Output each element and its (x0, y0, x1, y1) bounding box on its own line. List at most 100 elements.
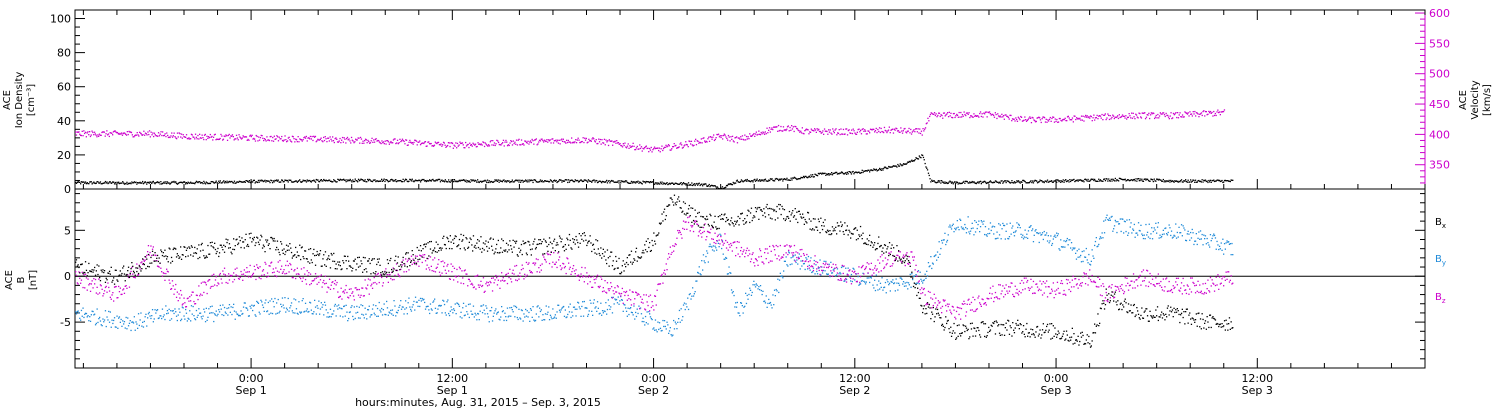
velocity-series-point (728, 136, 730, 138)
ion-density-series-point (674, 182, 676, 184)
bz-series-point (613, 293, 615, 295)
ion-density-series-point (638, 182, 640, 184)
ion-density-series-point (813, 176, 815, 178)
ion-density-series-point (321, 180, 323, 182)
by-series-point (722, 253, 724, 255)
bz-series-point (615, 291, 618, 293)
velocity-series-point (431, 145, 433, 147)
by-series-point (1170, 230, 1173, 232)
ion-density-series-point (975, 182, 977, 185)
velocity-series-point (780, 125, 782, 128)
by-series-point (1081, 250, 1083, 253)
by-series-point (1000, 238, 1002, 240)
by-series-point (82, 307, 84, 309)
velocity-series-point (935, 113, 937, 115)
by-series-point (341, 308, 343, 310)
velocity-series-point (1031, 116, 1033, 119)
velocity-series-point (158, 135, 161, 137)
velocity-series-point (327, 137, 329, 139)
velocity-series-point (203, 134, 206, 136)
bz-series-point (343, 292, 346, 294)
ion-density-series-point (158, 181, 160, 183)
velocity-series-point (383, 143, 385, 145)
velocity-series-point (292, 136, 294, 138)
bz-series-point (187, 297, 189, 299)
velocity-series-point (762, 131, 764, 133)
velocity-series-point (744, 134, 746, 136)
bz-series-point (180, 289, 182, 292)
by-series-point (485, 305, 487, 307)
by-series-point (314, 306, 317, 308)
by-series-point (471, 313, 473, 315)
by-series-point (708, 245, 710, 248)
velocity-series-point (1026, 119, 1028, 121)
ion-density-series-point (1032, 180, 1034, 182)
velocity-series-point (799, 131, 801, 133)
ion-density-series-point (415, 179, 418, 182)
ion-density-series-point (103, 182, 106, 184)
ion-density-series-point (1153, 178, 1155, 180)
by-series-point (250, 307, 252, 309)
bz-series-point (508, 276, 510, 279)
velocity-series-point (940, 114, 942, 116)
bz-series-point (492, 277, 494, 279)
ion-density-series-point (377, 180, 379, 183)
velocity-series-point (90, 134, 92, 136)
ion-density-series-point (472, 179, 475, 181)
velocity-series-point (683, 145, 685, 147)
ion-density-series-point (113, 183, 116, 185)
ion-density-series-point (748, 180, 750, 182)
ion-density-series-point (213, 182, 215, 184)
bz-series-point (381, 276, 383, 279)
velocity-series-point (884, 129, 886, 132)
by-series-point (864, 281, 866, 283)
ion-density-series-point (1166, 180, 1169, 182)
ion-density-series-point (1178, 180, 1180, 182)
by-series-point (427, 305, 429, 307)
velocity-series-point (376, 140, 378, 142)
ion-density-series-point (826, 173, 828, 175)
ion-density-series-point (554, 180, 556, 182)
ion-density-series-point (398, 180, 400, 182)
ion-density-series-point (311, 180, 313, 182)
ion-density-series-point (253, 179, 255, 181)
velocity-series-point (748, 138, 750, 140)
ion-density-series-point (384, 180, 386, 183)
ion-density-series-point (1095, 180, 1097, 182)
by-series-point (596, 310, 598, 312)
ion-density-series-point (893, 165, 896, 167)
by-series-point (845, 267, 847, 269)
by-series-point (225, 312, 227, 315)
ion-density-series-point (792, 177, 794, 179)
ion-density-series-point (373, 179, 375, 181)
velocity-series-point (685, 141, 687, 143)
velocity-series-point (627, 143, 629, 145)
velocity-series-point (989, 113, 991, 115)
ion-density-series-point (908, 160, 910, 163)
velocity-series-point (773, 126, 775, 128)
velocity-series-point (609, 140, 611, 142)
by-series-point (717, 242, 719, 244)
velocity-series-point (428, 141, 430, 143)
ion-density-series-point (337, 178, 339, 180)
by-series-point (117, 327, 119, 329)
by-series-point (287, 297, 289, 300)
velocity-series-point (538, 139, 541, 141)
velocity-series-point (866, 133, 868, 135)
bz-series-point (455, 276, 457, 278)
velocity-series-point (474, 143, 477, 145)
ion-density-series-point (369, 179, 371, 181)
bz-series-point (609, 288, 611, 290)
ion-density-series-point (94, 182, 97, 185)
bz-series-point (190, 300, 192, 302)
velocity-series-point (518, 138, 520, 140)
velocity-series-point (1119, 116, 1121, 119)
bz-series-point (218, 274, 221, 276)
bz-series-point (252, 272, 255, 274)
by-series-point (213, 320, 215, 323)
ion-density-series-point (1008, 180, 1010, 183)
velocity-series-point (404, 143, 406, 145)
by-series-point (786, 264, 788, 266)
ion-density-series-point (546, 180, 548, 182)
by-series-point (807, 255, 810, 258)
